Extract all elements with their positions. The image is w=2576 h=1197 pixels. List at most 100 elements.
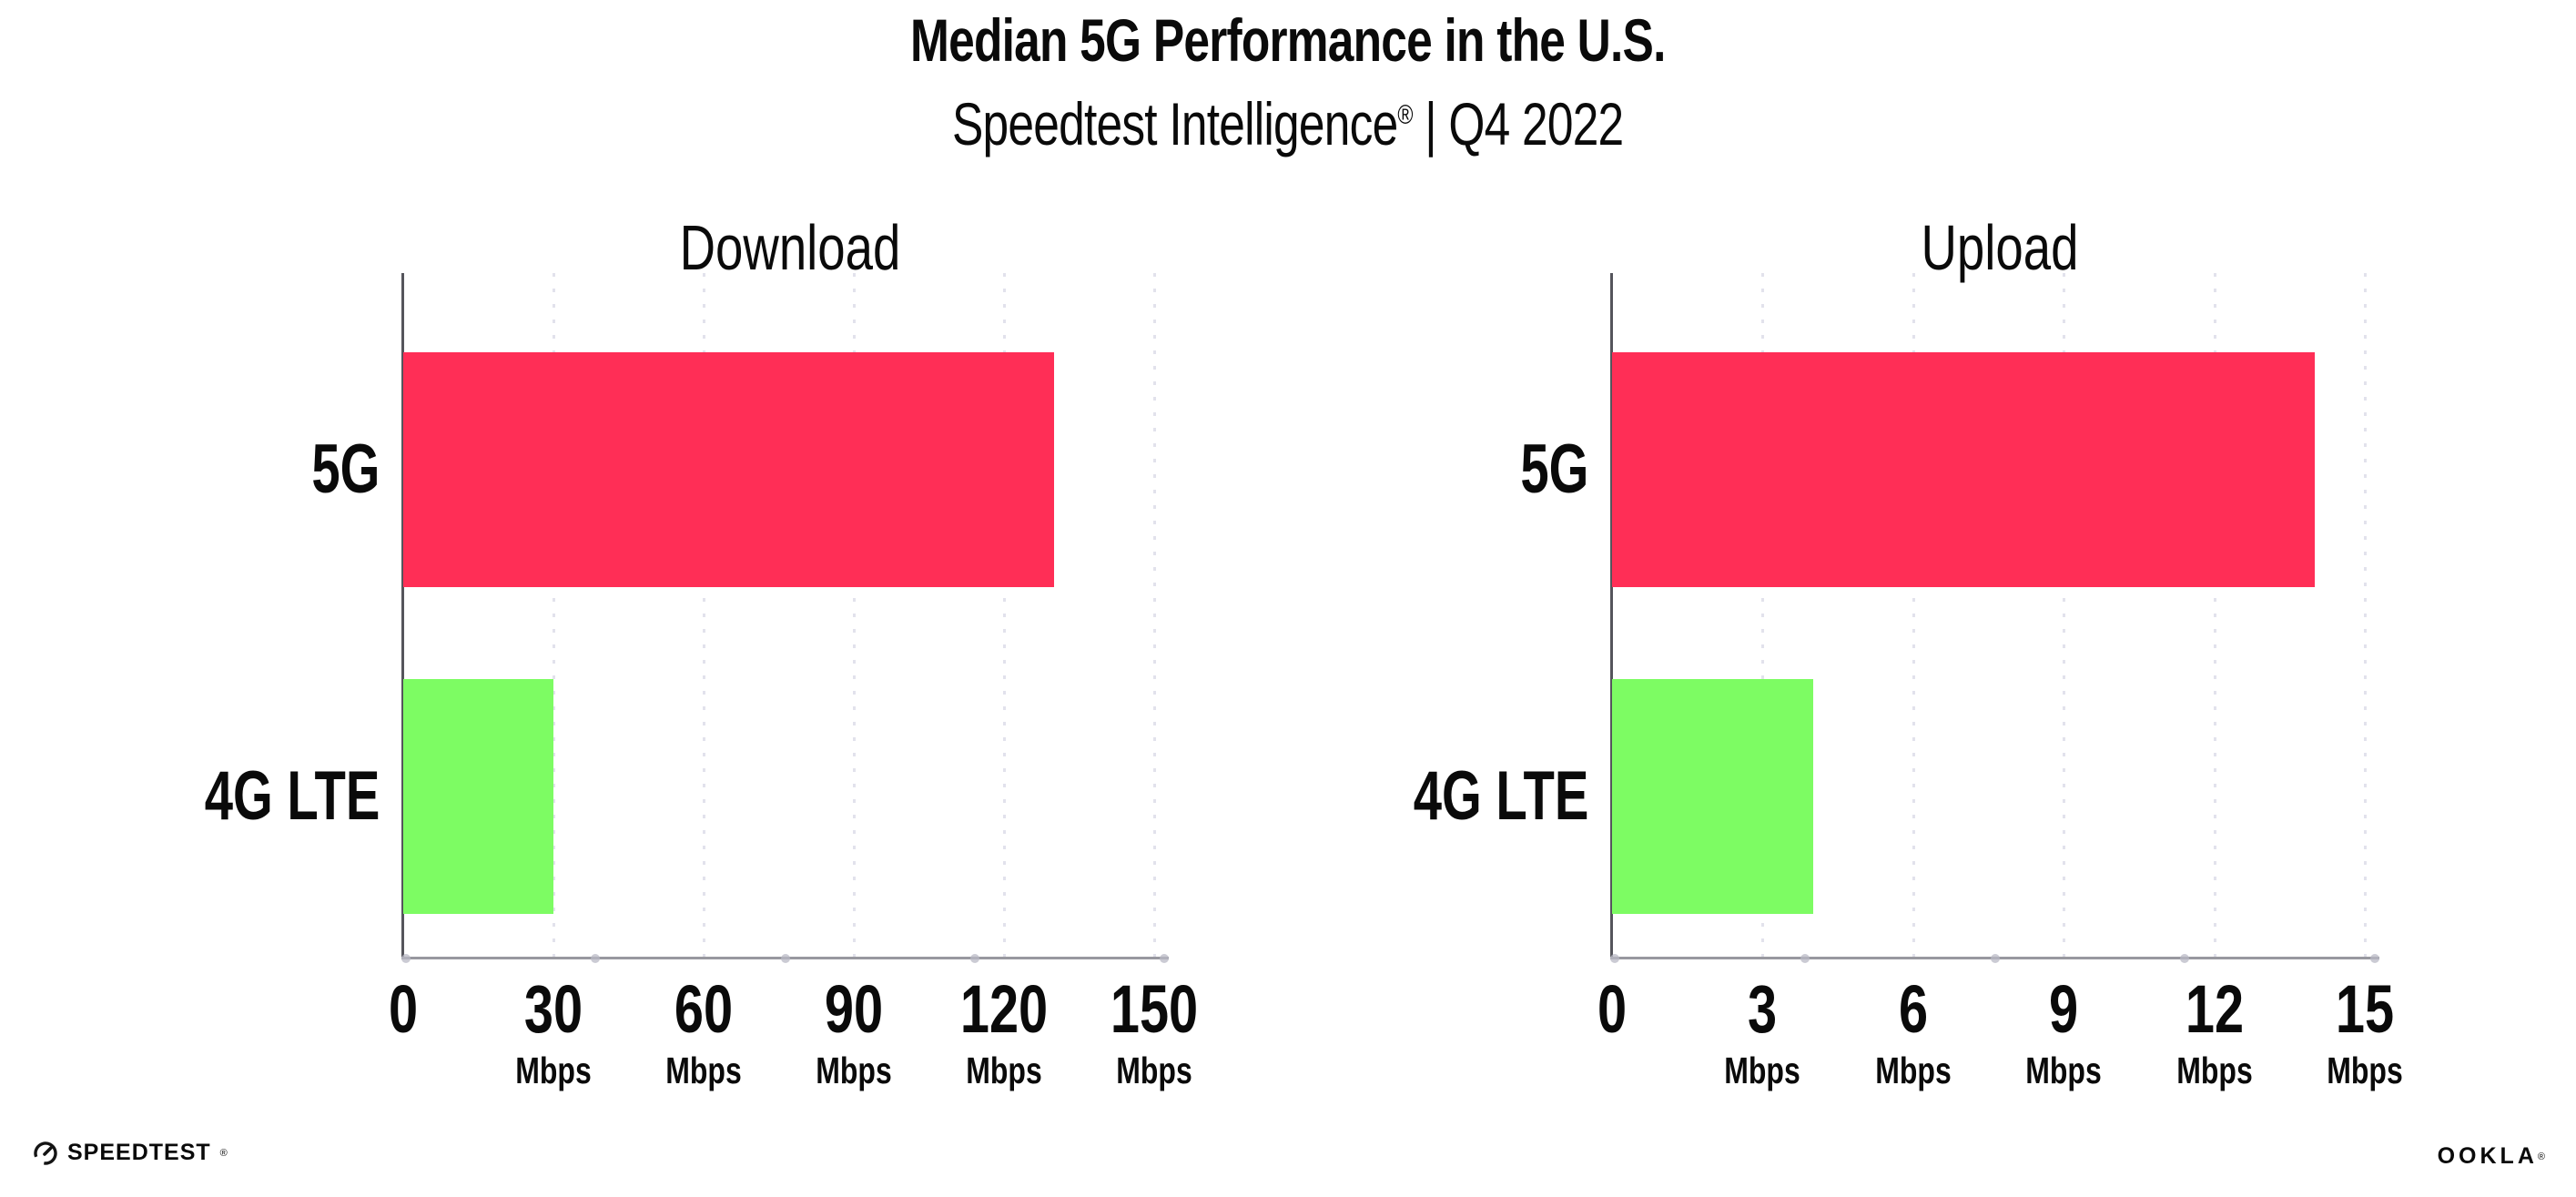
tick-unit-label: Mbps	[2165, 1052, 2263, 1090]
axis-tick-dot	[401, 953, 411, 963]
chart-title: Upload	[1899, 215, 2101, 280]
category-label: 5G	[0, 435, 380, 504]
tick-unit-label: Mbps	[1105, 1052, 1202, 1090]
speedtest-gauge-icon	[34, 1141, 57, 1165]
bar-4g-lte	[1612, 679, 1813, 914]
tick-label-text: 9	[2049, 971, 2079, 1047]
tick-label-text: 60	[674, 971, 734, 1047]
tick-label-text: 90	[824, 971, 884, 1047]
gridline	[703, 273, 705, 957]
tick-unit-text: Mbps	[1116, 1050, 1192, 1091]
tick-label: 6	[1894, 976, 1932, 1043]
tick-label-text: 15	[2335, 971, 2395, 1047]
tick-label: 3	[1744, 976, 1781, 1043]
tick-label-text: 6	[1898, 971, 1928, 1047]
tick-label: 120	[948, 976, 1060, 1043]
tick-unit-text: Mbps	[966, 1050, 1042, 1091]
tick-label-text: 12	[2185, 971, 2244, 1047]
axis-tick-dot	[2180, 953, 2190, 963]
axis-tick-dot	[1990, 953, 2000, 963]
tick-label-text: 0	[388, 971, 419, 1047]
category-label-text: 4G LTE	[204, 757, 380, 835]
tick-unit-label: Mbps	[2015, 1052, 2113, 1090]
category-label-text: 4G LTE	[1413, 757, 1588, 835]
subtitle-divider: |	[1425, 90, 1437, 157]
gridline	[2364, 273, 2367, 957]
ookla-logo: OOKLA ®	[2438, 1143, 2545, 1170]
gridline	[853, 273, 856, 957]
axis-tick-dot	[969, 953, 979, 963]
tick-label-text: 30	[523, 971, 583, 1047]
tick-unit-text: Mbps	[2327, 1050, 2403, 1091]
speedtest-logo: SPEEDTEST ®	[33, 1140, 228, 1166]
axis-tick-dot	[1610, 953, 1619, 963]
gridline	[1912, 273, 1915, 957]
tick-label: 150	[1098, 976, 1210, 1043]
bar-5g	[403, 352, 1054, 587]
tick-unit-text: Mbps	[1724, 1050, 1801, 1091]
tick-unit-text: Mbps	[2025, 1050, 2102, 1091]
subtitle-period: Q4 2022	[1448, 90, 1625, 157]
axis-tick-dot	[2370, 953, 2379, 963]
chart-title-text: Download	[679, 212, 900, 283]
subtitle-brand: Speedtest Intelligence	[952, 90, 1398, 157]
tick-label-text: 120	[959, 971, 1049, 1047]
tick-label: 12	[2176, 976, 2251, 1043]
category-label: 5G	[1179, 435, 1588, 504]
category-label-text: 5G	[310, 431, 380, 508]
category-label-text: 5G	[1519, 431, 1588, 508]
tick-label: 0	[384, 976, 421, 1043]
tick-unit-label: Mbps	[504, 1052, 602, 1090]
gridline	[1761, 273, 1765, 957]
bar-4g-lte	[403, 679, 553, 914]
speedtest-wordmark: SPEEDTEST	[67, 1140, 211, 1165]
tick-unit-text: Mbps	[665, 1050, 742, 1091]
tick-unit-label: Mbps	[2316, 1052, 2413, 1090]
registered-mark: ®	[1397, 100, 1414, 130]
tick-label-text: 0	[1597, 971, 1628, 1047]
axis-tick-dot	[1800, 953, 1810, 963]
tick-label-text: 150	[1110, 971, 1199, 1047]
tick-label: 90	[816, 976, 891, 1043]
gridline	[1003, 273, 1006, 957]
page-subtitle: Speedtest Intelligence® | Q4 2022	[378, 89, 2198, 158]
tick-label-text: 3	[1748, 971, 1778, 1047]
chart-title-text: Upload	[1920, 212, 2079, 283]
ookla-registered-mark: ®	[2537, 1151, 2545, 1162]
tick-unit-label: Mbps	[1864, 1052, 1962, 1090]
tick-label: 60	[666, 976, 741, 1043]
tick-label: 9	[2045, 976, 2083, 1043]
gridline	[2213, 273, 2216, 957]
category-label: 4G LTE	[0, 762, 380, 831]
x-axis	[401, 953, 1169, 963]
tick-unit-text: Mbps	[1875, 1050, 1952, 1091]
y-axis	[1610, 273, 1613, 959]
tick-unit-label: Mbps	[805, 1052, 902, 1090]
tick-label: 0	[1593, 976, 1630, 1043]
tick-unit-text: Mbps	[515, 1050, 592, 1091]
y-axis	[401, 273, 404, 959]
speedtest-registered-mark: ®	[219, 1147, 228, 1159]
tick-unit-label: Mbps	[654, 1052, 752, 1090]
gridline	[1153, 273, 1156, 957]
page-title: Median 5G Performance in the U.S.	[910, 6, 1666, 74]
bar-5g	[1612, 352, 2315, 587]
axis-tick-dot	[1160, 953, 1169, 963]
tick-label: 15	[2328, 976, 2402, 1043]
gridline	[553, 273, 555, 957]
chart-title: Download	[648, 215, 931, 280]
tick-unit-text: Mbps	[816, 1050, 892, 1091]
tick-unit-text: Mbps	[2175, 1050, 2253, 1091]
axis-tick-dot	[591, 953, 601, 963]
category-label: 4G LTE	[1179, 762, 1588, 831]
tick-unit-label: Mbps	[955, 1052, 1052, 1090]
ookla-wordmark: OOKLA	[2437, 1143, 2538, 1169]
page-subtitle-text: Speedtest Intelligence® | Q4 2022	[952, 89, 1625, 158]
axis-tick-dot	[780, 953, 790, 963]
tick-label: 30	[516, 976, 591, 1043]
gridline	[2063, 273, 2066, 957]
tick-unit-label: Mbps	[1714, 1052, 1811, 1090]
